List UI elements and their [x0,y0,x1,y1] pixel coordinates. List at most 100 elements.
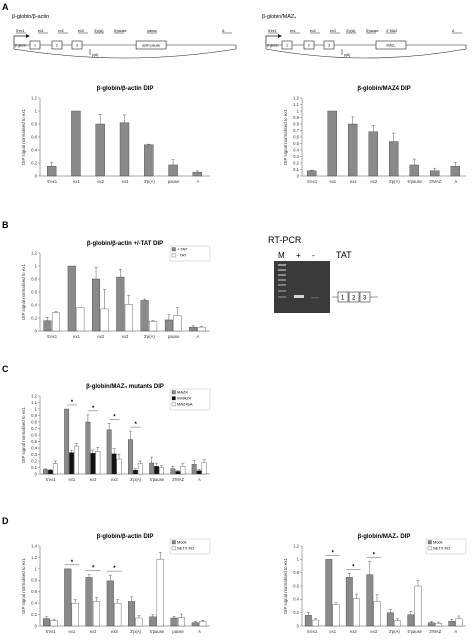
probe-label: 5'ex1 [268,29,276,33]
gel-sample-band [294,295,304,298]
probe-label: 3'p(A) [94,29,103,33]
y-tick-label: 0.5 [293,141,299,146]
bar [90,453,96,475]
y-tick-label: 0.9 [293,115,299,120]
y-tick-label: 1.1 [293,102,299,107]
bar [51,312,60,332]
x-tick-label: ex1 [68,629,75,634]
promoter-label: β-globin [15,44,27,48]
y-tick-label: 0.8 [293,570,299,575]
bar [170,468,176,475]
legend-label: MAZ4 [177,390,188,395]
x-tick-label: A [198,629,201,634]
x-tick-label: 3'MAZ [429,629,441,634]
legend-swatch [427,546,432,551]
y-tick-label: 0.1 [293,167,299,172]
bar [414,585,422,627]
y-axis-label: DIP signal normalised to ex1 [283,558,288,614]
y-axis-label: DIP signal normalised to ex1 [21,558,26,614]
y-tick-label: 1 [297,557,300,562]
bar [407,614,415,627]
gene-box [375,40,407,50]
y-axis-label: DIP signal normalised to ex1 [21,407,26,463]
bar [304,615,312,627]
bar [435,623,442,627]
y-tick-label: 0.2 [31,612,37,617]
bar [307,170,317,177]
y-tick-label: 1.2 [31,393,37,398]
bar [325,559,333,627]
x-tick-label: 5'ex1 [46,629,57,634]
x-tick-label: 3'MAZ [172,477,184,482]
x-tick-label: ex2 [90,477,97,482]
x-tick-label: 3'p(A) [144,334,156,339]
bar [50,620,58,627]
gene-box [51,40,63,50]
gene-box-label: 3 [76,44,78,48]
chart-title: β-globin/MAZ4 DIP [357,86,410,92]
x-tick-label: pause [168,334,180,339]
y-tick-label: 0 [35,173,38,178]
y-tick-label: 0.3 [31,452,37,457]
gel-ladder-band [278,296,286,298]
gel-ladder-band [278,284,286,286]
legend-swatch [171,402,176,407]
y-tick-label: 1.2 [31,555,37,560]
y-tick-label: 1 [35,406,38,411]
x-tick-label: ex3 [370,179,377,184]
x-tick-label: pause [168,179,180,184]
x-tick-label: ex1 [68,477,75,482]
gene-box-label: actin pause [142,44,160,48]
rtpcr-exon-label: 3 [363,296,367,302]
header-left: β-globin/β-actin [12,14,49,20]
bar [448,621,456,627]
y-tick-label: 0.2 [31,315,37,320]
x-tick-label: A [454,179,457,184]
bar [64,568,72,627]
chart-a-right: β-globin/MAZ4 DIP 00.1 0.20.3 0.40.5 0.60.7 0… [283,86,466,184]
bar [173,315,182,332]
significance-asterisk: * [134,422,137,428]
gene-box [303,40,315,50]
gene-box [29,40,41,50]
gene-box-label: 2 [308,44,310,48]
x-tick-label: ex2 [97,179,104,184]
chart-d-left: β-globin/β-actin DIP 0 0.2 0.4 0.6 0.8 1 1.2 1.4… [21,534,211,634]
bar [124,304,133,332]
probe-label: ex2 [58,29,64,33]
probe-label: ex3 [78,29,84,33]
promoter-arrow-icon [265,35,280,45]
bar [71,110,81,177]
legend-label: mMAZ4 [177,396,192,401]
bar [95,451,101,475]
bar [64,408,70,475]
gene-box [71,40,83,50]
bar [46,166,57,177]
bar [389,141,399,177]
x-tick-label: 3'MAZ [429,179,441,184]
bar [128,439,133,475]
rtpcr-title: RT-PCR [268,235,302,245]
y-tick-label: 1.2 [31,250,37,255]
gel-ladder-band [278,264,286,266]
x-tick-label: A [196,179,199,184]
rtpcr-exon-box [359,291,371,303]
gene-diagram-left: β-globin 1 2 3 actin pause p(A) 5'ex1 ex1 ex2 ex3… [13,29,237,59]
bar [52,463,58,475]
x-tick-label: 5'ex1 [47,179,58,184]
x-tick-label: 5'ex1 [307,179,318,184]
bar [137,463,143,475]
promoter-arrowhead-icon [26,34,30,38]
y-tick-label: 0.4 [293,147,299,152]
bar [114,602,122,627]
bar [366,574,374,627]
chart-title: β-globin/MAZ₄ mutants DIP [86,384,164,390]
y-tick-label: 0 [297,623,300,628]
plasmid-arc [265,48,467,59]
bar [92,278,101,332]
probe-label: pause [147,29,157,33]
legend-box [169,388,211,411]
gel-ladder-band [278,274,286,276]
bar [43,469,48,475]
legend-swatch [171,546,176,551]
